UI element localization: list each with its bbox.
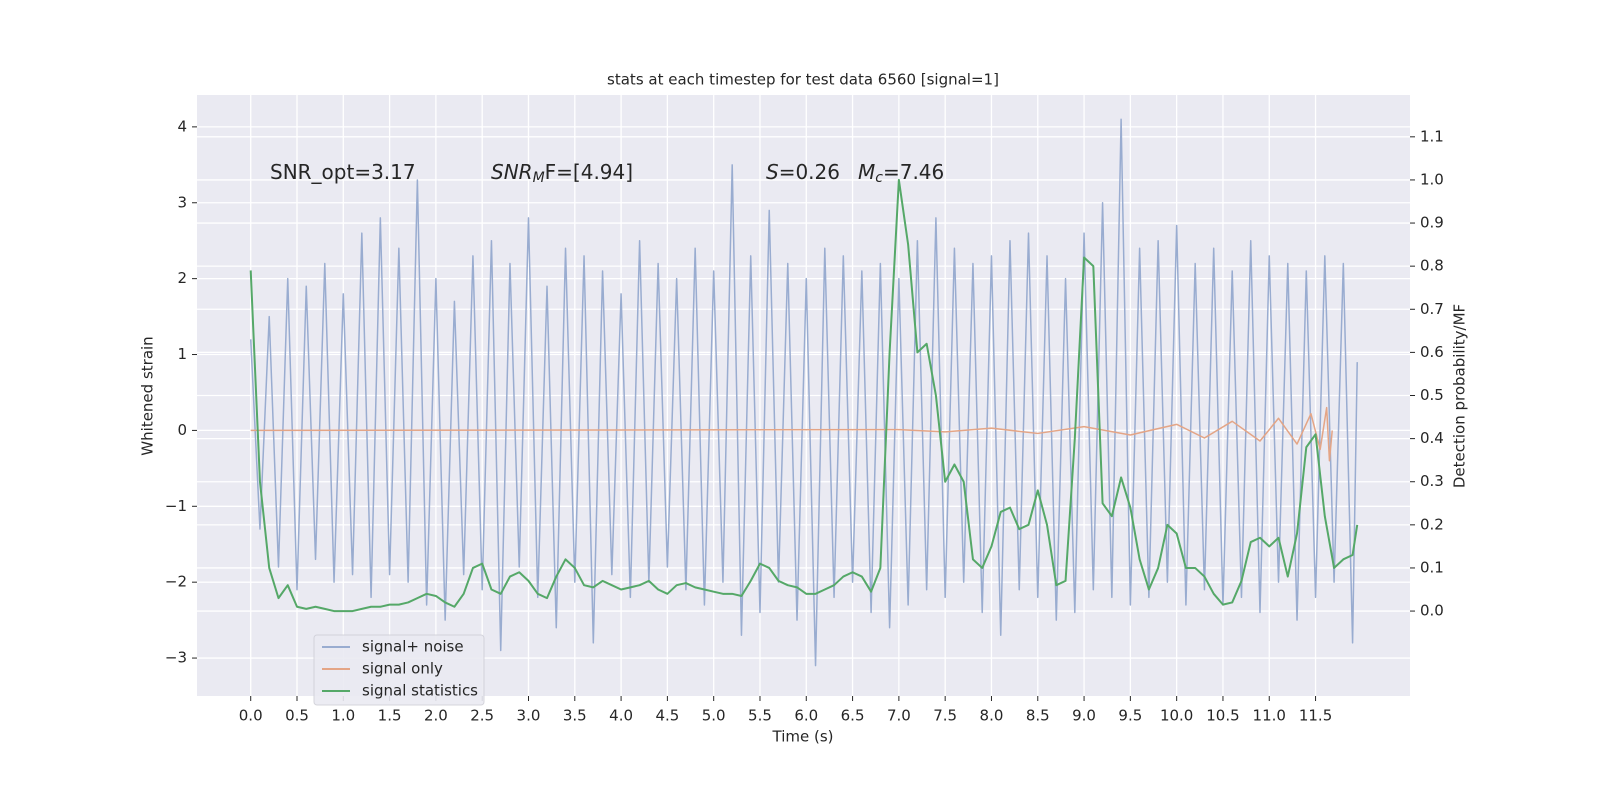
annotation-text: S <box>766 160 779 184</box>
x-tick-label: 10.0 <box>1160 707 1193 725</box>
annotation: Mc=7.46 <box>858 160 944 187</box>
y2-tick-label: 0.3 <box>1420 472 1444 490</box>
series-line <box>249 118 1358 667</box>
y2-tick-label: 0.9 <box>1420 214 1444 232</box>
x-tick-label: 9.0 <box>1072 707 1096 725</box>
chart-title: stats at each timestep for test data 656… <box>607 71 999 89</box>
x-tick-label: 4.0 <box>609 707 633 725</box>
y2-axis-label: Detection probability/MF <box>1451 304 1469 488</box>
x-tick-label: 0.0 <box>239 707 263 725</box>
x-tick-label: 5.5 <box>748 707 772 725</box>
y-tick-label: 3 <box>177 193 187 211</box>
annotation-text: SNR_opt=3.17 <box>270 160 416 184</box>
x-tick-label: 11.0 <box>1253 707 1286 725</box>
y-tick-label: −2 <box>165 573 187 591</box>
x-tick-label: 2.0 <box>424 707 448 725</box>
y2-tick-label: 0.5 <box>1420 386 1444 404</box>
annotation-after: =0.26 <box>779 160 840 184</box>
series-line <box>250 406 1333 462</box>
y-tick-label: 0 <box>177 421 187 439</box>
series-line <box>249 178 1359 613</box>
y2-tick-label: 0.0 <box>1420 602 1444 620</box>
x-tick-label: 0.5 <box>285 707 309 725</box>
x-tick-label: 11.5 <box>1299 707 1332 725</box>
annotation: S=0.26 <box>766 160 840 184</box>
annotation: SNR_opt=3.17 <box>270 160 416 184</box>
annotation-sub: c <box>875 170 883 186</box>
y-tick-label: 2 <box>177 269 187 287</box>
x-tick-label: 7.0 <box>887 707 911 725</box>
annotation-after: F=[4.94] <box>545 160 633 184</box>
y2-tick-label: 0.2 <box>1420 515 1444 533</box>
x-tick-label: 5.0 <box>702 707 726 725</box>
y-axis-label: Whitened strain <box>139 336 157 455</box>
annotation: SNRMF=[4.94] <box>491 160 633 187</box>
x-tick-label: 10.5 <box>1206 707 1239 725</box>
x-tick-label: 3.0 <box>517 707 541 725</box>
x-tick-label: 9.5 <box>1118 707 1142 725</box>
annotation-after: =7.46 <box>883 160 944 184</box>
y2-tick-label: 1.0 <box>1420 170 1444 188</box>
annotation-text: SNR <box>491 160 533 184</box>
y2-tick-label: 1.1 <box>1420 127 1444 145</box>
x-tick-label: 1.0 <box>331 707 355 725</box>
x-tick-label: 6.0 <box>794 707 818 725</box>
y-tick-label: 1 <box>177 345 187 363</box>
legend-label: signal+ noise <box>362 638 464 656</box>
legend-label: signal statistics <box>362 682 478 700</box>
x-tick-label: 3.5 <box>563 707 587 725</box>
x-tick-label: 8.5 <box>1026 707 1050 725</box>
y-tick-label: −3 <box>165 649 187 667</box>
annotation-sub: M <box>533 170 545 186</box>
y2-tick-label: 0.8 <box>1420 257 1444 275</box>
legend-label: signal only <box>362 660 443 678</box>
x-tick-label: 1.5 <box>378 707 402 725</box>
x-tick-label: 2.5 <box>470 707 494 725</box>
x-tick-label: 4.5 <box>655 707 679 725</box>
y-tick-label: −1 <box>165 497 187 515</box>
x-tick-label: 7.5 <box>933 707 957 725</box>
annotation-text: M <box>858 160 875 184</box>
x-tick-label: 6.5 <box>841 707 865 725</box>
y-tick-label: 4 <box>177 117 187 135</box>
x-axis-label: Time (s) <box>772 728 834 746</box>
y2-tick-label: 0.7 <box>1420 300 1444 318</box>
legend-box <box>313 634 485 706</box>
y2-tick-label: 0.6 <box>1420 343 1444 361</box>
y2-tick-label: 0.4 <box>1420 429 1444 447</box>
x-tick-label: 8.0 <box>980 707 1004 725</box>
y2-tick-label: 0.1 <box>1420 558 1444 576</box>
